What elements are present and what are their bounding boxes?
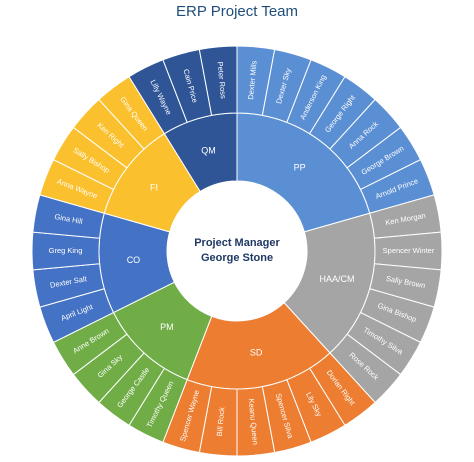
group-label-qm: QM [201,145,216,155]
group-label-pm: PM [160,322,174,332]
group-label-haa-cm: HAA/CM [320,274,355,284]
center-hole [167,181,307,321]
member-label-greg-king: Greg King [49,246,83,255]
member-label-dexter-mills: Dexter Mills [246,60,259,100]
member-label-bill-rock: Bill Rock [215,407,227,437]
group-label-co: CO [127,255,141,265]
member-label-keanu-queen: Keanu Queen [247,398,260,445]
center-label-line-1: Project Manager [194,237,280,249]
center-label-line-2: George Stone [201,252,273,264]
chart-title: ERP Project Team [176,3,298,20]
group-label-sd: SD [250,348,263,358]
member-label-peter-ross: Peter Ross [215,61,227,99]
group-label-fi: FI [150,183,158,193]
member-segment-peter-ross [198,45,238,116]
group-label-pp: PP [294,162,306,172]
member-label-spencer-winter: Spencer Winter [383,246,435,255]
